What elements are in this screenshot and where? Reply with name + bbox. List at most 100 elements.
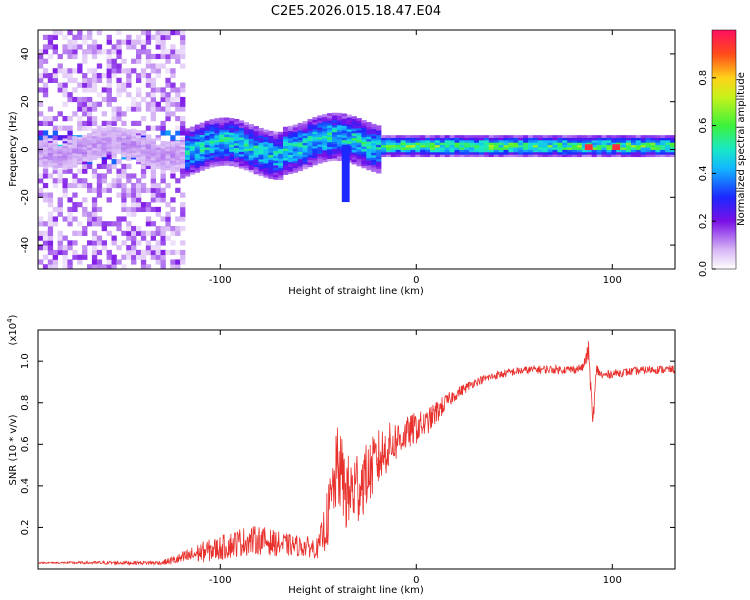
heatmap-cell	[459, 137, 465, 141]
heatmap-cell	[479, 151, 485, 155]
heatmap-cell	[302, 159, 308, 163]
heatmap-cell	[155, 137, 161, 141]
heatmap-cell	[243, 162, 250, 166]
heatmap-cell	[204, 130, 210, 134]
heatmap-cell	[42, 139, 49, 143]
y-tick-label: 20	[20, 95, 31, 108]
heatmap-cell	[38, 149, 44, 153]
heatmap-cell	[425, 137, 431, 141]
heatmap-cell	[562, 135, 568, 138]
heatmap-cell	[180, 254, 186, 260]
heatmap-cell	[317, 158, 323, 162]
heatmap-cell	[209, 131, 215, 135]
heatmap-cell	[140, 182, 147, 189]
heatmap-cell	[131, 206, 137, 213]
heatmap-cell	[160, 96, 166, 103]
heatmap-cell	[175, 166, 181, 170]
heatmap-cell	[278, 160, 284, 164]
heatmap-cell	[278, 150, 284, 154]
heatmap-cell	[317, 117, 323, 121]
heatmap-cell	[371, 138, 377, 141]
heatmap-cell	[126, 148, 132, 152]
heatmap-cell	[160, 164, 166, 168]
heatmap-cell	[111, 49, 117, 55]
heatmap-cell	[126, 153, 132, 157]
heatmap-cell	[52, 141, 58, 145]
heatmap-cell	[145, 160, 152, 164]
heatmap-cell	[479, 142, 485, 146]
y-tick-label: 0.6	[20, 436, 31, 452]
heatmap-cell	[111, 58, 117, 64]
heatmap-cell	[327, 113, 333, 116]
y-tick-label: -20	[20, 189, 31, 205]
heatmap-cell	[57, 202, 63, 208]
heatmap-cell	[136, 101, 142, 107]
heatmap-cell	[160, 264, 166, 269]
heatmap-cell	[366, 133, 372, 137]
y-tick-label: 1.0	[20, 353, 31, 369]
heatmap-cell	[655, 139, 661, 143]
heatmap-cell	[371, 159, 377, 163]
heatmap-cell	[145, 73, 152, 79]
heatmap-cell	[72, 173, 78, 179]
heatmap-cell	[479, 144, 485, 148]
heatmap-cell	[185, 137, 191, 141]
heatmap-cell	[91, 135, 98, 139]
heatmap-cell	[493, 139, 499, 143]
heatmap-cell	[126, 163, 132, 170]
heatmap-cell	[121, 197, 127, 203]
heatmap-cell	[292, 155, 299, 159]
colorbar-tick-label: 0.8	[698, 70, 709, 86]
heatmap-cell	[346, 138, 352, 142]
heatmap-cell	[82, 125, 88, 131]
heatmap-cell	[361, 148, 367, 152]
heatmap-cell	[474, 149, 480, 153]
heatmap-cell	[341, 125, 348, 129]
heatmap-cell	[106, 129, 112, 133]
heatmap-cell	[248, 126, 254, 130]
heatmap-cell	[131, 187, 137, 193]
heatmap-cell	[650, 135, 656, 138]
heatmap-cell	[136, 202, 142, 208]
heatmap-cell	[165, 162, 171, 166]
heatmap-cell	[180, 39, 186, 45]
heatmap-cell	[381, 139, 387, 143]
heatmap-cell	[165, 34, 171, 40]
heatmap-cell	[121, 82, 127, 88]
heatmap-cell	[405, 142, 411, 146]
heatmap-cell	[287, 152, 294, 155]
snr-xlabel: Height of straight line (km)	[288, 585, 424, 596]
heatmap-cell	[459, 149, 465, 153]
heatmap-cell	[444, 137, 450, 141]
heatmap-cell	[116, 82, 122, 88]
heatmap-cell	[82, 106, 88, 112]
heatmap-cell	[312, 145, 318, 149]
heatmap-cell	[116, 192, 122, 198]
heatmap-cell	[474, 142, 480, 146]
heatmap-cell	[175, 140, 181, 144]
heatmap-cell	[483, 142, 490, 146]
heatmap-cell	[106, 136, 112, 140]
heatmap-cell	[258, 144, 264, 148]
heatmap-cell	[42, 116, 49, 122]
heatmap-cell	[248, 157, 254, 161]
colorbar-label: Normalized spectral amplitude	[736, 72, 747, 226]
heatmap-cell	[464, 135, 470, 138]
heatmap-cell	[67, 125, 73, 131]
heatmap-cell	[376, 156, 382, 160]
heatmap-cell	[106, 132, 112, 135]
heatmap-cell	[415, 144, 421, 148]
heatmap-cell	[57, 30, 63, 36]
heatmap-cell	[47, 138, 54, 142]
heatmap-cell	[62, 187, 68, 193]
heatmap-cell	[474, 135, 480, 138]
heatmap-cell	[67, 159, 73, 162]
heatmap-cell	[248, 150, 254, 154]
heatmap-cell	[670, 147, 675, 150]
heatmap-cell	[87, 156, 93, 160]
heatmap-cell	[312, 157, 318, 161]
heatmap-cell	[488, 154, 495, 158]
heatmap-cell	[346, 126, 352, 130]
heatmap-cell	[640, 149, 646, 153]
heatmap-cell	[577, 144, 583, 148]
